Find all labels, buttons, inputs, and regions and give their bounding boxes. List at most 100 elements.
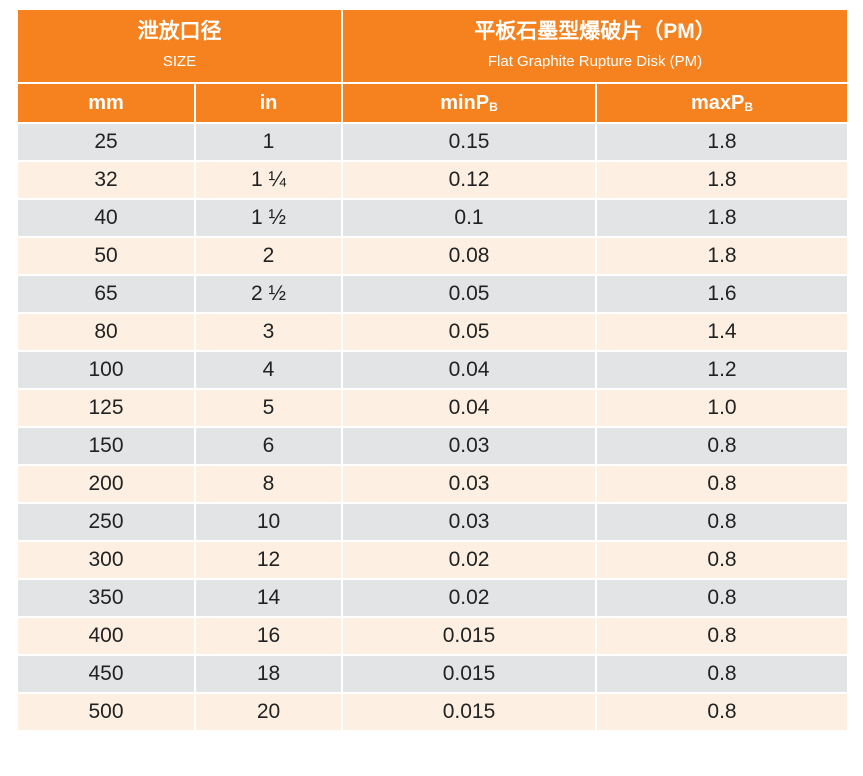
max-pressure-label: maxP — [690, 91, 745, 114]
cell-mm: 25 — [16, 122, 196, 162]
cell-in: 6 — [194, 426, 343, 466]
cell-in: 12 — [194, 540, 343, 580]
table-row: 500 20 0.015 0.8 — [16, 692, 849, 732]
column-header-min-pressure: minPB — [341, 82, 597, 124]
cell-min-pressure: 0.04 — [341, 388, 597, 428]
column-header-max-pressure: maxPB — [595, 82, 849, 124]
cell-mm: 300 — [16, 540, 196, 580]
table-row: 25 1 0.15 1.8 — [16, 122, 849, 162]
cell-in: 3 — [194, 312, 343, 352]
table-body: 25 1 0.15 1.8 32 1 ¼ 0.12 1.8 40 1 ½ 0.1 1.8 50 2 0.08… — [16, 122, 849, 732]
cell-max-pressure: 1.0 — [595, 388, 849, 428]
cell-min-pressure: 0.015 — [341, 616, 597, 656]
cell-max-pressure: 0.8 — [595, 540, 849, 580]
cell-mm: 150 — [16, 426, 196, 466]
column-header-mm: mm — [16, 82, 196, 124]
cell-mm: 200 — [16, 464, 196, 504]
cell-mm: 65 — [16, 274, 196, 314]
cell-min-pressure: 0.12 — [341, 160, 597, 200]
column-header-row: mm in minPB maxPB — [16, 82, 849, 124]
cell-min-pressure: 0.02 — [341, 578, 597, 618]
cell-max-pressure: 1.4 — [595, 312, 849, 352]
size-group-header: 泄放口径 SIZE — [16, 8, 343, 84]
cell-mm: 125 — [16, 388, 196, 428]
cell-mm: 50 — [16, 236, 196, 276]
cell-mm: 40 — [16, 198, 196, 238]
table-row: 125 5 0.04 1.0 — [16, 388, 849, 428]
cell-max-pressure: 1.8 — [595, 198, 849, 238]
cell-min-pressure: 0.04 — [341, 350, 597, 390]
rupture-disk-size-table-container: 泄放口径 SIZE 平板石墨型爆破片（PM） Flat Graphite Rup… — [16, 8, 849, 732]
cell-max-pressure: 1.2 — [595, 350, 849, 390]
cell-in: 1 ¼ — [194, 160, 343, 200]
cell-max-pressure: 0.8 — [595, 654, 849, 694]
cell-max-pressure: 0.8 — [595, 502, 849, 542]
cell-in: 10 — [194, 502, 343, 542]
cell-in: 1 ½ — [194, 198, 343, 238]
cell-min-pressure: 0.03 — [341, 464, 597, 504]
product-title-zh: 平板石墨型爆破片（PM） — [474, 20, 716, 43]
cell-mm: 250 — [16, 502, 196, 542]
cell-in: 18 — [194, 654, 343, 694]
cell-min-pressure: 0.03 — [341, 426, 597, 466]
table-row: 80 3 0.05 1.4 — [16, 312, 849, 352]
cell-mm: 450 — [16, 654, 196, 694]
cell-in: 8 — [194, 464, 343, 504]
cell-mm: 350 — [16, 578, 196, 618]
cell-min-pressure: 0.015 — [341, 654, 597, 694]
table-header: 泄放口径 SIZE 平板石墨型爆破片（PM） Flat Graphite Rup… — [16, 8, 849, 124]
cell-max-pressure: 0.8 — [595, 464, 849, 504]
cell-min-pressure: 0.015 — [341, 692, 597, 732]
cell-in: 20 — [194, 692, 343, 732]
cell-min-pressure: 0.05 — [341, 274, 597, 314]
cell-min-pressure: 0.15 — [341, 122, 597, 162]
table-row: 300 12 0.02 0.8 — [16, 540, 849, 580]
table-row: 350 14 0.02 0.8 — [16, 578, 849, 618]
rupture-disk-size-table: 泄放口径 SIZE 平板石墨型爆破片（PM） Flat Graphite Rup… — [16, 8, 849, 732]
table-row: 32 1 ¼ 0.12 1.8 — [16, 160, 849, 200]
cell-in: 16 — [194, 616, 343, 656]
cell-max-pressure: 1.6 — [595, 274, 849, 314]
cell-in: 1 — [194, 122, 343, 162]
cell-in: 14 — [194, 578, 343, 618]
max-pressure-subscript: B — [744, 99, 754, 114]
cell-max-pressure: 1.8 — [595, 122, 849, 162]
table-row: 200 8 0.03 0.8 — [16, 464, 849, 504]
table-row: 150 6 0.03 0.8 — [16, 426, 849, 466]
table-row: 65 2 ½ 0.05 1.6 — [16, 274, 849, 314]
cell-mm: 80 — [16, 312, 196, 352]
min-pressure-label: minP — [440, 91, 490, 114]
table-row: 250 10 0.03 0.8 — [16, 502, 849, 542]
size-title-zh: 泄放口径 — [137, 20, 222, 43]
cell-max-pressure: 0.8 — [595, 426, 849, 466]
cell-max-pressure: 1.8 — [595, 236, 849, 276]
cell-mm: 32 — [16, 160, 196, 200]
cell-mm: 400 — [16, 616, 196, 656]
cell-max-pressure: 0.8 — [595, 578, 849, 618]
cell-max-pressure: 0.8 — [595, 692, 849, 732]
table-row: 40 1 ½ 0.1 1.8 — [16, 198, 849, 238]
cell-max-pressure: 0.8 — [595, 616, 849, 656]
column-header-in: in — [194, 82, 343, 124]
cell-max-pressure: 1.8 — [595, 160, 849, 200]
cell-min-pressure: 0.1 — [341, 198, 597, 238]
cell-in: 5 — [194, 388, 343, 428]
header-group-row: 泄放口径 SIZE 平板石墨型爆破片（PM） Flat Graphite Rup… — [16, 8, 849, 84]
size-title-en: SIZE — [162, 53, 197, 70]
cell-in: 2 ½ — [194, 274, 343, 314]
cell-mm: 100 — [16, 350, 196, 390]
table-row: 450 18 0.015 0.8 — [16, 654, 849, 694]
cell-min-pressure: 0.08 — [341, 236, 597, 276]
table-row: 50 2 0.08 1.8 — [16, 236, 849, 276]
cell-in: 4 — [194, 350, 343, 390]
product-group-header: 平板石墨型爆破片（PM） Flat Graphite Rupture Disk … — [341, 8, 849, 84]
min-pressure-subscript: B — [489, 99, 498, 114]
cell-min-pressure: 0.05 — [341, 312, 597, 352]
cell-min-pressure: 0.02 — [341, 540, 597, 580]
table-row: 400 16 0.015 0.8 — [16, 616, 849, 656]
cell-in: 2 — [194, 236, 343, 276]
product-title-en: Flat Graphite Rupture Disk (PM) — [487, 53, 703, 70]
cell-mm: 500 — [16, 692, 196, 732]
table-row: 100 4 0.04 1.2 — [16, 350, 849, 390]
cell-min-pressure: 0.03 — [341, 502, 597, 542]
